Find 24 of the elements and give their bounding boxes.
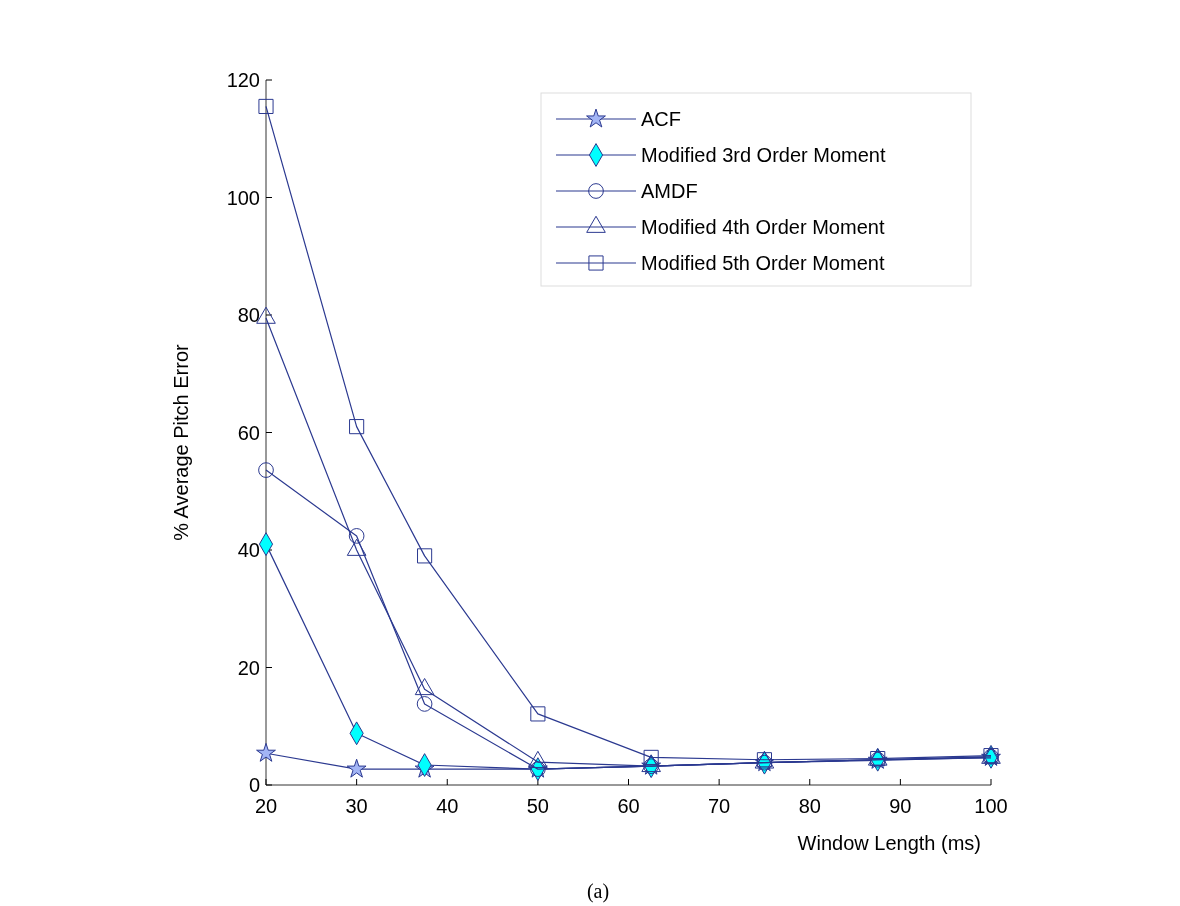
y-tick-label: 20 — [237, 656, 260, 679]
x-tick-label: 90 — [889, 795, 912, 817]
x-tick-label: 20 — [254, 795, 278, 817]
legend-label: Modified 5th Order Moment — [641, 252, 885, 274]
x-axis-title: Window Length (ms) — [797, 832, 981, 854]
legend-label: Modified 3rd Order Moment — [641, 144, 886, 166]
x-tick-label: 80 — [798, 795, 821, 817]
x-tick-label: 60 — [617, 795, 640, 817]
y-tick-label: 120 — [226, 69, 260, 91]
y-tick-label: 100 — [226, 186, 260, 209]
x-tick-label: 70 — [708, 795, 731, 817]
legend-label: Modified 4th Order Moment — [641, 216, 885, 238]
legend-label: ACF — [641, 108, 681, 130]
x-tick-label: 30 — [345, 795, 368, 817]
x-tick-label: 50 — [526, 795, 549, 817]
y-axis-title: % Average Pitch Error — [170, 343, 192, 541]
y-tick-label: 80 — [237, 304, 260, 326]
x-tick-label: 100 — [974, 795, 1008, 817]
legend-label: AMDF — [641, 180, 698, 202]
text: (a) — [586, 880, 610, 903]
y-tick-label: 40 — [237, 539, 260, 561]
x-tick-label: 40 — [436, 795, 459, 817]
y-tick-label: 60 — [237, 421, 260, 444]
y-tick-label: 0 — [248, 774, 260, 796]
